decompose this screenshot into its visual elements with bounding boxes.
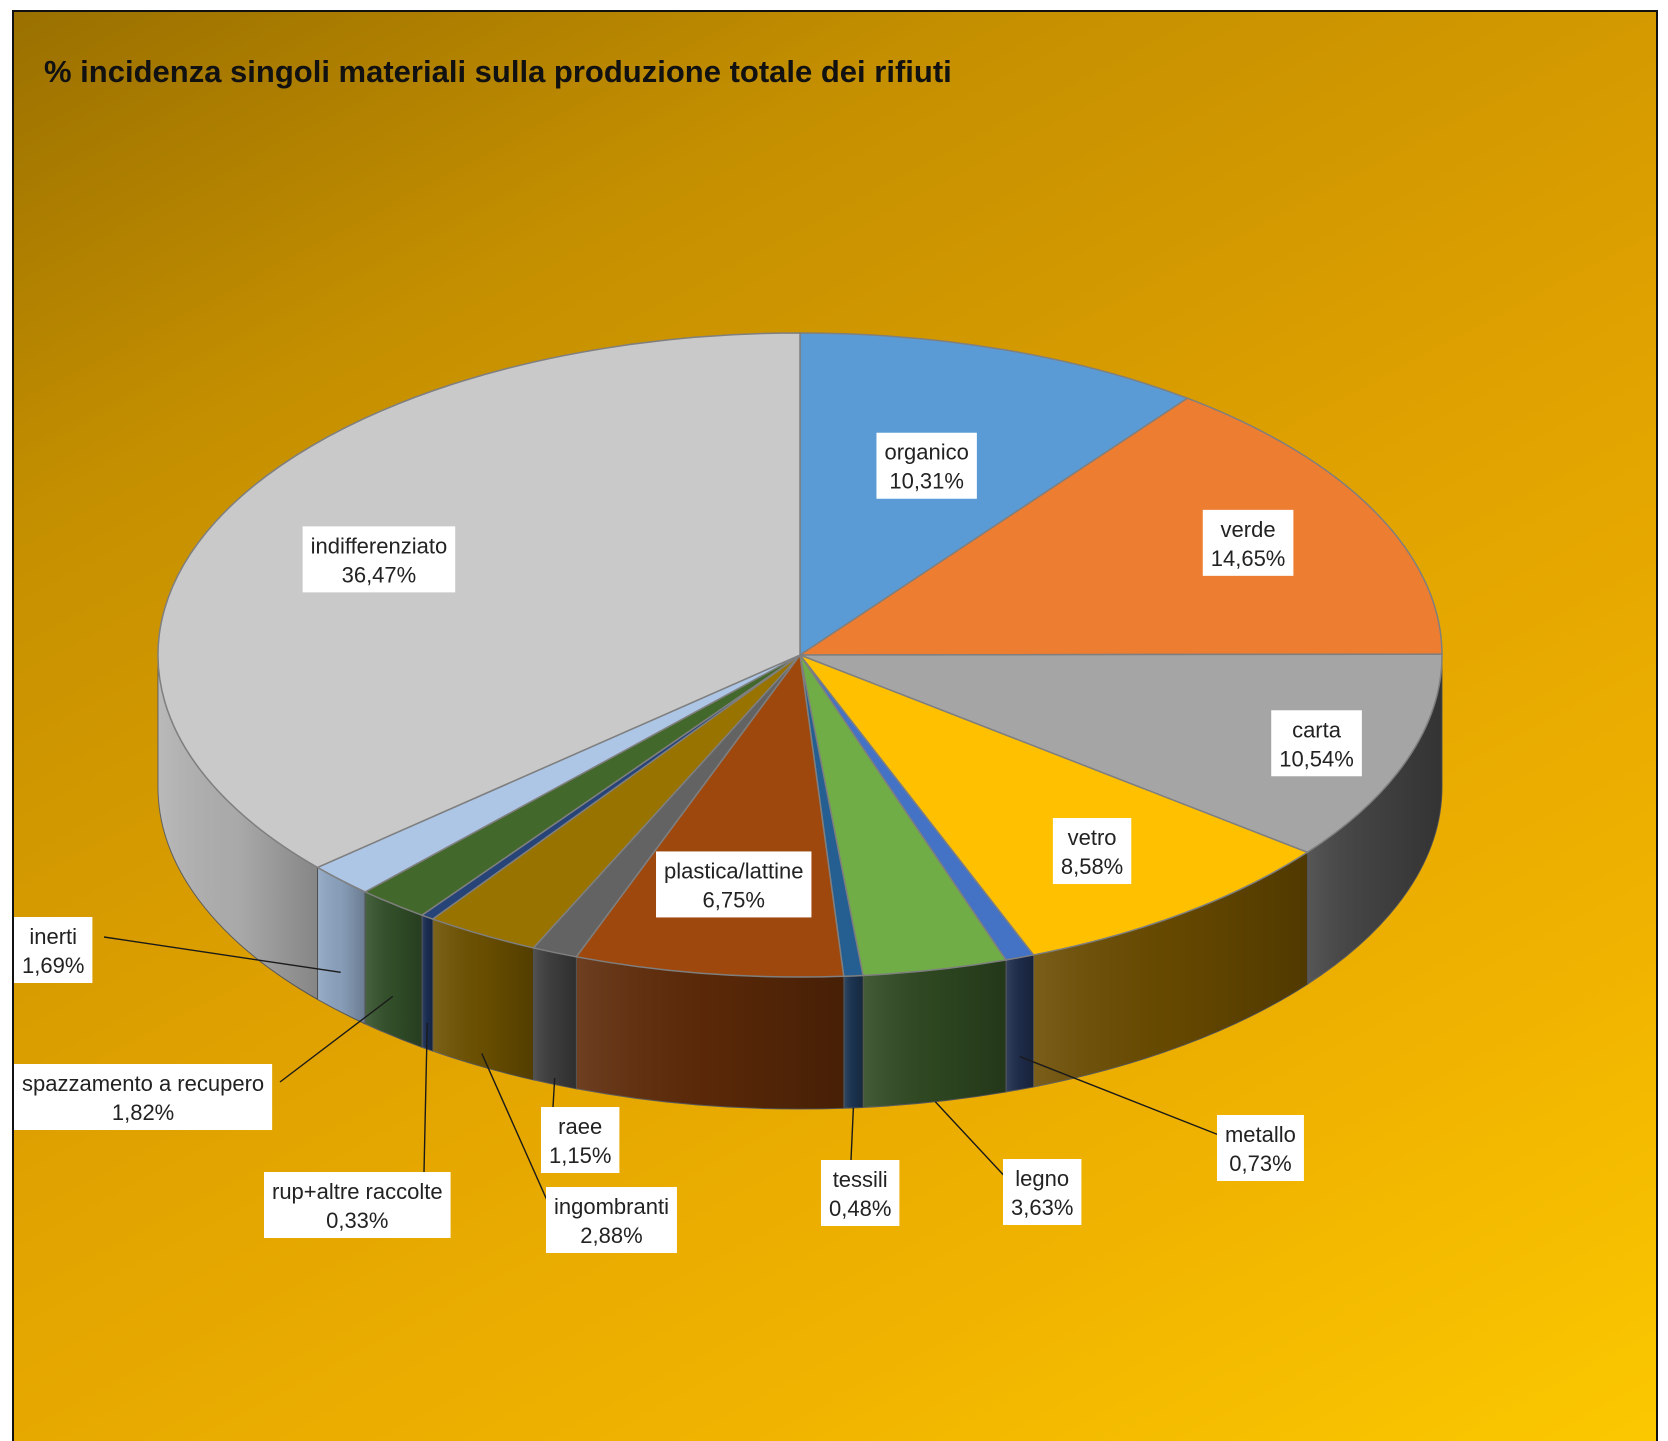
pie-slice-vetro[interactable] <box>797 653 1310 956</box>
label-box-indifferenziato <box>302 526 456 593</box>
data-label-indifferenziato: indifferenziato 36,47% <box>302 526 456 593</box>
label-value-inerti: 1,69% <box>22 953 84 978</box>
label-name-legno: legno <box>1015 1166 1069 1191</box>
label-name-raee: raee <box>558 1114 602 1139</box>
leader-line-spazzamento-a-recupero <box>279 995 394 1083</box>
label-name-carta: carta <box>1292 717 1342 742</box>
leader-line-tessili <box>850 1107 855 1161</box>
label-box-rup-altre-raccolte <box>264 1172 451 1238</box>
leader-line-ingombranti <box>481 1053 551 1208</box>
label-name-organico: organico <box>884 440 968 465</box>
label-value-ingombranti: 2,88% <box>580 1223 642 1248</box>
data-label-carta: carta 10,54% <box>1271 710 1362 777</box>
pie-side-walls <box>157 654 1443 1110</box>
data-labels: organico 10,31% verde 14,65% carta 10,54% vetr… <box>14 432 1362 1253</box>
data-label-raee: raee 1,15% <box>541 1107 620 1173</box>
leader-line-inerti <box>103 936 341 974</box>
data-label-organico: organico 10,31% <box>876 432 977 499</box>
label-box-legno <box>1003 1159 1082 1225</box>
leader-line-metallo <box>1019 1055 1225 1138</box>
label-name-ingombranti: ingombranti <box>554 1194 669 1219</box>
label-name-tessili: tessili <box>833 1167 888 1192</box>
data-label-vetro: vetro 8,58% <box>1052 818 1132 885</box>
label-value-vetro: 8,58% <box>1061 854 1123 879</box>
label-value-metallo: 0,73% <box>1229 1151 1291 1176</box>
data-label-plastica-lattine: plastica/lattine 6,75% <box>656 851 812 918</box>
chart-title: % incidenza singoli materiali sulla prod… <box>44 54 952 89</box>
label-value-tessili: 0,48% <box>829 1196 891 1221</box>
pie-slices <box>157 332 1443 978</box>
label-box-raee <box>541 1107 620 1173</box>
label-name-metallo: metallo <box>1225 1122 1296 1147</box>
label-name-vetro: vetro <box>1068 825 1117 850</box>
data-label-rup-altre-raccolte: rup+altre raccolte 0,33% <box>264 1172 451 1238</box>
label-box-verde <box>1202 509 1294 576</box>
pie-slice-organico[interactable] <box>799 332 1190 657</box>
label-value-raee: 1,15% <box>549 1143 611 1168</box>
pie-slice-verde[interactable] <box>797 397 1443 656</box>
pie-slice-carta[interactable] <box>799 653 1443 854</box>
label-name-indifferenziato: indifferenziato <box>311 533 448 558</box>
label-box-inerti <box>14 917 93 983</box>
data-label-inerti: inerti 1,69% <box>14 917 93 983</box>
label-box-metallo <box>1217 1115 1304 1181</box>
label-value-legno: 3,63% <box>1011 1195 1073 1220</box>
data-label-metallo: metallo 0,73% <box>1217 1115 1304 1181</box>
label-box-tessili <box>821 1160 900 1226</box>
label-box-carta <box>1271 710 1362 777</box>
leader-lines <box>103 936 1225 1208</box>
leader-line-raee <box>552 1077 556 1108</box>
chart-area: % incidenza singoli materiali sulla prod… <box>12 10 1658 1441</box>
pie-slice-indifferenziato[interactable] <box>157 332 801 869</box>
label-value-indifferenziato: 36,47% <box>342 562 417 587</box>
label-box-plastica-lattine <box>656 851 812 918</box>
label-name-spazzamento-a-recupero: spazzamento a recupero <box>22 1071 264 1096</box>
label-box-ingombranti <box>546 1187 677 1253</box>
pie-chart: organico 10,31% verde 14,65% carta 10,54% vetr… <box>14 332 1443 1253</box>
label-value-spazzamento-a-recupero: 1,82% <box>112 1100 174 1125</box>
data-label-ingombranti: ingombranti 2,88% <box>546 1187 677 1253</box>
label-box-organico <box>876 432 977 499</box>
label-value-rup-altre-raccolte: 0,33% <box>326 1208 388 1233</box>
label-name-rup-altre-raccolte: rup+altre raccolte <box>272 1179 443 1204</box>
label-value-carta: 10,54% <box>1279 746 1354 771</box>
data-label-legno: legno 3,63% <box>1003 1159 1082 1225</box>
label-box-vetro <box>1052 818 1132 885</box>
label-name-plastica-lattine: plastica/lattine <box>664 858 803 883</box>
label-value-plastica-lattine: 6,75% <box>703 887 765 912</box>
leader-line-legno <box>934 1101 1011 1183</box>
data-label-spazzamento-a-recupero: spazzamento a recupero 1,82% <box>14 1064 273 1130</box>
label-value-verde: 14,65% <box>1211 546 1286 571</box>
leader-line-rup-altre-raccolte <box>423 1022 428 1173</box>
label-box-spazzamento-a-recupero <box>14 1064 273 1130</box>
label-name-verde: verde <box>1221 517 1276 542</box>
data-label-tessili: tessili 0,48% <box>821 1160 900 1226</box>
label-value-organico: 10,31% <box>889 469 964 494</box>
data-label-verde: verde 14,65% <box>1202 509 1294 576</box>
label-name-inerti: inerti <box>29 924 77 949</box>
